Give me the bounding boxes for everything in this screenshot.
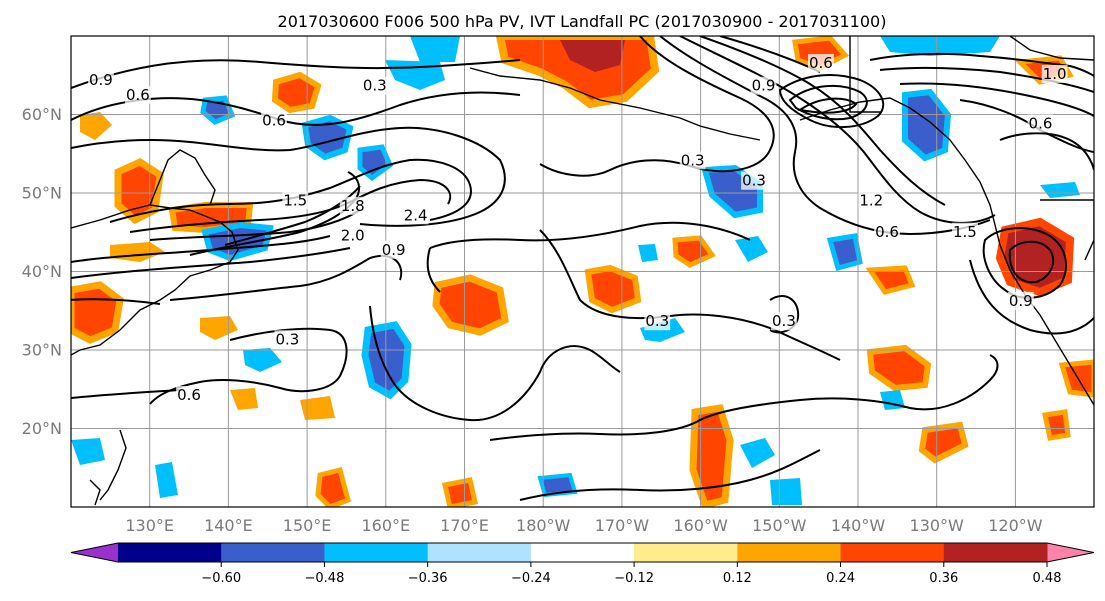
lon-label-130w: 130°W — [910, 516, 965, 535]
pv-contour-label-bg — [644, 312, 671, 331]
pv-contour-label-bg — [750, 76, 777, 95]
pv-contour-label-bg — [679, 151, 706, 170]
pv-contour-label-bg — [402, 206, 429, 225]
lon-label-130e: 130°E — [125, 516, 174, 535]
lon-label-120w: 120°W — [988, 516, 1043, 535]
colorbar-extend-low — [71, 543, 118, 562]
lat-label-60n: 60°N — [22, 105, 62, 124]
pv-contour-label: 1.8 — [341, 197, 365, 215]
colorbar-swatch — [634, 543, 738, 562]
colorbar-tick-label: −0.24 — [511, 571, 551, 586]
latitude-labels: 60°N 50°N 40°N 30°N 20°N — [22, 105, 62, 438]
colorbar-tick-label: 0.12 — [723, 571, 752, 586]
pv-contour-label-bg — [1027, 114, 1054, 133]
pv-contour-label: 1.2 — [859, 191, 883, 209]
figure-title: 2017030600 F006 500 hPa PV, IVT Landfall… — [278, 12, 887, 31]
pv-contour-label-bg — [87, 71, 114, 90]
pv-contour-label: 0.9 — [382, 241, 406, 259]
colorbar-tick-label: −0.36 — [408, 571, 448, 586]
pv-contour-label-bg — [274, 330, 301, 349]
pv-contour-label-bg — [952, 222, 978, 241]
lat-label-50n: 50°N — [22, 184, 62, 203]
colorbar-swatch — [221, 543, 325, 562]
pv-contour-label: 0.3 — [772, 312, 796, 330]
pv-contour-label-bg — [771, 312, 797, 331]
colorbar-tick-label: −0.60 — [201, 571, 241, 586]
pv-contour-label: 0.9 — [1009, 292, 1033, 310]
pv-contour-label: 1.0 — [1043, 65, 1067, 83]
lon-label-150w: 150°W — [752, 516, 807, 535]
pv-contour-label: 0.3 — [363, 77, 387, 95]
pv-contour-label: 1.5 — [283, 191, 307, 209]
colorbar-extend-high — [1047, 543, 1094, 562]
colorbar-swatch — [118, 543, 222, 562]
pv-contour-label-bg — [1041, 64, 1068, 83]
pv-contour-label: 0.6 — [177, 386, 201, 404]
colorbar-tick-label: 0.48 — [1033, 571, 1062, 586]
pv-contour-label: 0.3 — [742, 172, 766, 190]
colorbar-tick-label: 0.36 — [929, 571, 958, 586]
pv-contour-label-bg — [339, 226, 366, 245]
map-frame — [70, 35, 1095, 508]
pv-contour-label: 2.0 — [341, 227, 365, 245]
pv-contour-label-bg — [380, 240, 407, 259]
colorbar-swatch — [737, 543, 842, 562]
pv-contour-label-bg — [282, 191, 309, 210]
longitude-labels: 130°E 140°E 150°E 160°E 170°E 180°W 170°… — [125, 516, 1042, 535]
pv-contour-label: 0.3 — [645, 312, 669, 330]
colorbar-tick-label: 0.24 — [826, 571, 855, 586]
lat-label-30n: 30°N — [22, 341, 62, 360]
colorbar: −0.60 −0.48 −0.36 −0.24 −0.12 0.12 0.24 0.36 0.4… — [70, 542, 1095, 586]
pv-contour-label-bg — [261, 111, 287, 130]
colorbar-swatch — [840, 543, 945, 562]
pv-contours — [71, 36, 1094, 501]
colorbar-tick-label: −0.12 — [614, 571, 654, 586]
pv-contour-label-bg — [808, 53, 834, 72]
pv-contour-label: 1.5 — [953, 223, 977, 241]
colorbar-swatch — [530, 543, 635, 562]
pv-contour-label: 0.9 — [752, 77, 776, 95]
lon-label-180w: 180°W — [516, 516, 571, 535]
pv-contour-label: 0.3 — [275, 330, 299, 348]
lon-label-170w: 170°W — [595, 516, 650, 535]
lon-label-160e: 160°E — [361, 516, 410, 535]
pv-contour-label: 0.9 — [89, 71, 113, 89]
pv-contour-label: 0.6 — [126, 86, 150, 104]
pv-contour-label-bg — [741, 171, 767, 190]
pv-contour-label-bg — [361, 76, 388, 95]
colorbar-tick-label: −0.48 — [305, 571, 345, 586]
lon-label-150e: 150°E — [283, 516, 332, 535]
pv-contour-label-bg — [339, 196, 366, 215]
pc-anomaly-fills — [71, 36, 1094, 507]
pv-contour-label: 0.6 — [875, 223, 899, 241]
lon-label-140e: 140°E — [204, 516, 253, 535]
pv-contour-label-bg — [1007, 291, 1034, 310]
pv-contour-label-bg — [124, 86, 151, 105]
colorbar-swatch — [324, 543, 429, 562]
pv-contour-label: 0.3 — [681, 151, 705, 169]
lat-label-40n: 40°N — [22, 262, 62, 281]
pv-contour-label: 0.6 — [1029, 114, 1053, 132]
pv-contour-labels: 0.9 0.6 0.6 0.3 1.5 1.8 2.4 2.0 0.9 0.3 0.6 0.6 0.9 0… — [87, 53, 1068, 405]
pv-contour-label-bg — [874, 222, 900, 241]
lon-label-170e: 170°E — [440, 516, 489, 535]
lon-label-160w: 160°W — [673, 516, 728, 535]
pv-contour-label: 0.6 — [809, 54, 833, 72]
pv-contour-label-bg — [858, 191, 885, 210]
map-plot-area: 0.9 0.6 0.6 0.3 1.5 1.8 2.4 2.0 0.9 0.3 0.6 0.6 0.9 0… — [71, 36, 1094, 507]
colorbar-swatch — [943, 543, 1048, 562]
colorbar-swatch — [427, 543, 532, 562]
pv-contour-label: 2.4 — [404, 206, 428, 224]
lat-label-20n: 20°N — [22, 419, 62, 438]
pv-contour-label: 0.6 — [262, 111, 286, 129]
pv-contour-label-bg — [176, 386, 202, 405]
lon-label-140w: 140°W — [831, 516, 886, 535]
coastlines — [71, 36, 1094, 506]
